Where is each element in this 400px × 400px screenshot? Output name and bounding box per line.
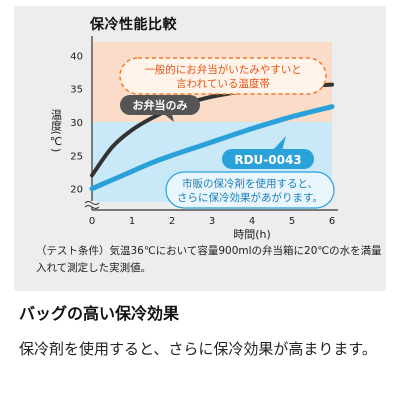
x-tick-label: 4 bbox=[249, 216, 255, 227]
axis-break-mark bbox=[84, 201, 100, 205]
figure-caption: （テスト条件）気温36℃において容量900mlの弁当箱に20℃の水を満量入れて測… bbox=[36, 245, 382, 274]
section-body: 保冷剤を使用すると、さらに保冷効果が高まります。 bbox=[19, 340, 377, 358]
product-label-pointer bbox=[272, 136, 286, 151]
danger-zone-text: 一般的にお弁当がいたみやすいと bbox=[144, 63, 302, 76]
y-tick-label: 30 bbox=[70, 118, 83, 129]
danger-zone-text: 言われている温度帯 bbox=[176, 77, 270, 90]
benefit-callout bbox=[165, 171, 335, 209]
axis-break-gap bbox=[86, 201, 98, 207]
y-tick-label: 40 bbox=[70, 51, 83, 62]
benefit-text: 市販の保冷剤を使用すると、 bbox=[182, 177, 318, 190]
y-axis-label: 温度(℃) bbox=[50, 108, 63, 152]
x-tick-label: 0 bbox=[89, 216, 95, 227]
y-tick-label: 25 bbox=[70, 151, 83, 162]
axis-break-mark bbox=[84, 205, 100, 209]
lunch-only-label-pointer bbox=[164, 114, 174, 122]
x-axis-label: 時間(h) bbox=[233, 228, 271, 241]
product-label-bubble bbox=[222, 149, 314, 169]
danger-zone-callout bbox=[119, 57, 327, 95]
x-tick-label: 1 bbox=[129, 216, 135, 227]
section-heading: バッグの高い保冷効果 bbox=[19, 304, 180, 323]
y-tick-label: 20 bbox=[70, 185, 83, 196]
performance-figure: 保冷性能比較 20 25 30 35 40 0 1 2 3 4 5 6 温度(℃) 時間(h) 一般的にお弁… bbox=[14, 6, 386, 291]
figure-title: 保冷性能比較 bbox=[90, 17, 177, 33]
series-line-rdu-0043 bbox=[89, 104, 335, 192]
y-tick-label: 35 bbox=[70, 85, 83, 96]
x-tick-label: 3 bbox=[209, 216, 215, 227]
x-tick-label: 6 bbox=[329, 216, 335, 227]
lunch-only-label: お弁当のみ bbox=[133, 98, 188, 112]
x-tick-label: 2 bbox=[169, 216, 175, 227]
benefit-text: さらに保冷効果があがります。 bbox=[177, 191, 323, 204]
product-label: RDU-0043 bbox=[234, 153, 301, 167]
x-tick-label: 5 bbox=[289, 216, 295, 227]
lunch-only-label-bubble bbox=[120, 95, 200, 115]
chart-svg: 20 25 30 35 40 0 1 2 3 4 5 6 温度(℃) 時間(h) 一般的にお弁当がいたみやす… bbox=[50, 36, 338, 241]
